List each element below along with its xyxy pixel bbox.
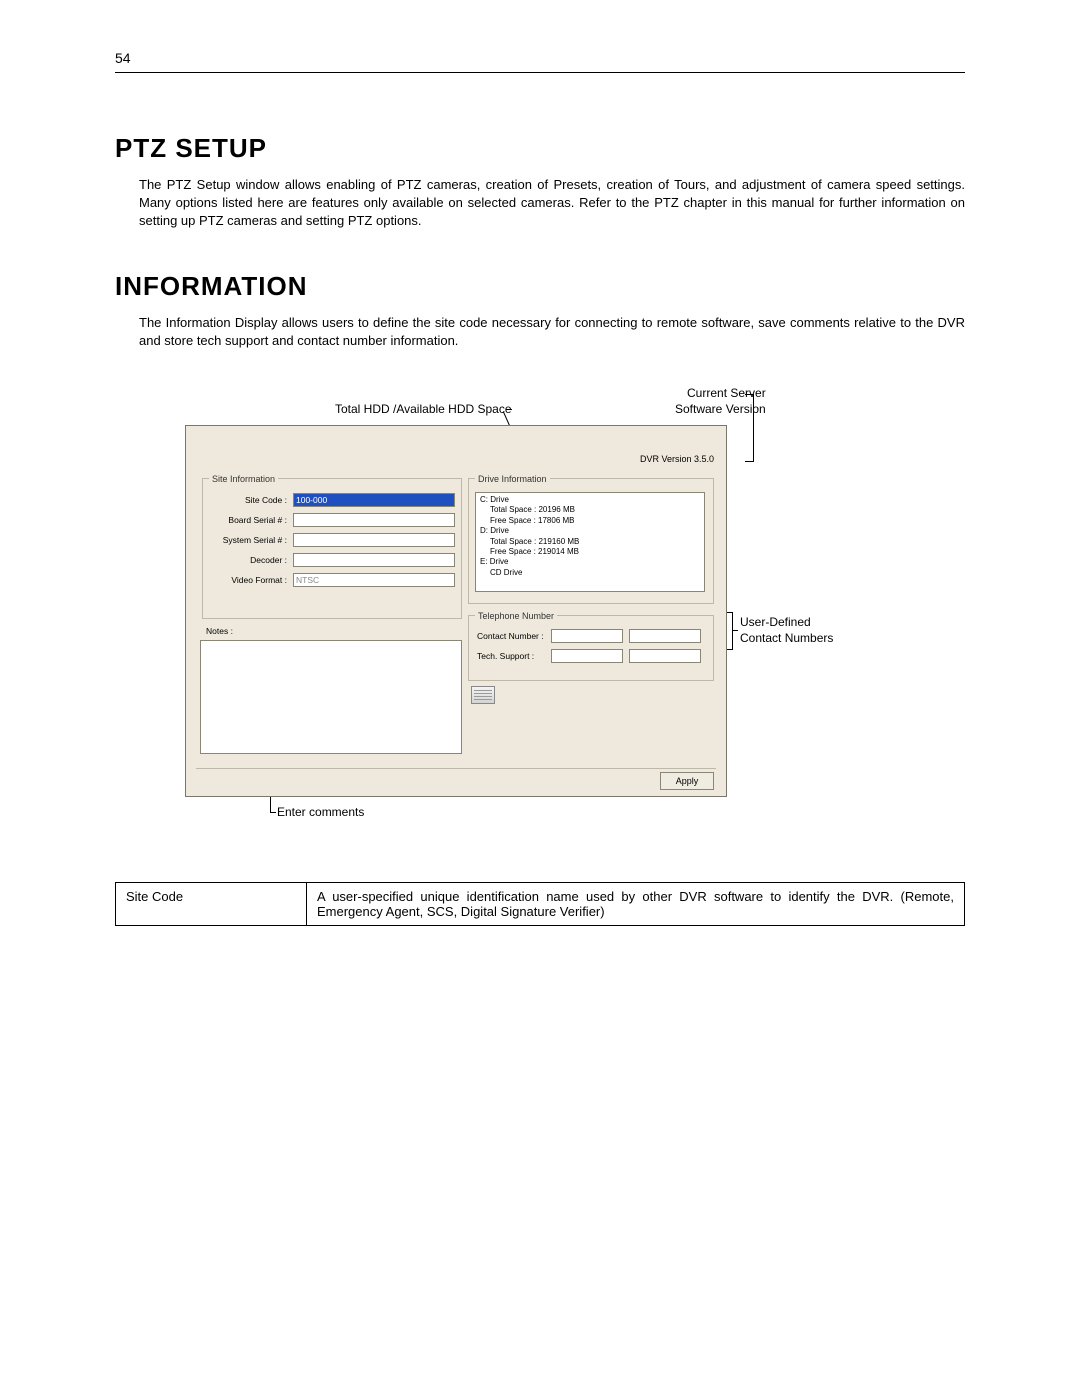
drive-line: Total Space : 20196 MB	[480, 505, 700, 515]
drive-information-legend: Drive Information	[475, 474, 550, 484]
drive-list: C: Drive Total Space : 20196 MB Free Spa…	[475, 492, 705, 592]
callout-line	[506, 409, 512, 410]
callout-contacts: User-Defined Contact Numbers	[740, 615, 833, 646]
video-format-input[interactable]	[293, 573, 455, 587]
drive-line: D: Drive	[480, 526, 700, 536]
keyboard-icon[interactable]	[471, 686, 495, 704]
notes-label: Notes :	[206, 626, 233, 636]
site-information-legend: Site Information	[209, 474, 278, 484]
site-information-group: Site Information Site Code : Board Seria…	[202, 474, 462, 619]
drive-line: Free Space : 219014 MB	[480, 547, 700, 557]
information-dialog: DVR Version 3.5.0 Site Information Site …	[185, 425, 727, 797]
ptz-body: The PTZ Setup window allows enabling of …	[139, 176, 965, 231]
tech-support-label: Tech. Support :	[475, 651, 551, 661]
notes-textarea[interactable]	[200, 640, 462, 754]
drive-information-group: Drive Information C: Drive Total Space :…	[468, 474, 714, 604]
callout-comments: Enter comments	[277, 805, 364, 821]
decoder-label: Decoder :	[209, 555, 293, 565]
tech-support-input-2[interactable]	[629, 649, 701, 663]
contact-number-label: Contact Number :	[475, 631, 551, 641]
board-serial-label: Board Serial # :	[209, 515, 293, 525]
page-number: 54	[115, 50, 965, 66]
telephone-legend: Telephone Number	[475, 611, 557, 621]
system-serial-input[interactable]	[293, 533, 455, 547]
info-heading: INFORMATION	[115, 271, 965, 302]
ptz-heading: PTZ SETUP	[115, 133, 965, 164]
dvr-version-label: DVR Version 3.5.0	[640, 454, 714, 464]
information-figure: Total HDD /Available HDD Space Current S…	[175, 390, 935, 830]
definition-cell: A user-specified unique identification n…	[307, 882, 965, 925]
term-cell: Site Code	[116, 882, 307, 925]
site-code-input[interactable]	[293, 493, 455, 507]
apply-button[interactable]: Apply	[660, 772, 714, 790]
callout-bracket	[745, 394, 754, 462]
decoder-input[interactable]	[293, 553, 455, 567]
drive-line: Free Space : 17806 MB	[480, 516, 700, 526]
system-serial-label: System Serial # :	[209, 535, 293, 545]
table-row: Site Code A user-specified unique identi…	[116, 882, 965, 925]
telephone-group: Telephone Number Contact Number : Tech. …	[468, 611, 714, 681]
header-divider	[115, 72, 965, 73]
board-serial-input[interactable]	[293, 513, 455, 527]
drive-line: CD Drive	[480, 568, 700, 578]
drive-line: C: Drive	[480, 495, 700, 505]
video-format-label: Video Format :	[209, 575, 293, 585]
drive-line: Total Space : 219160 MB	[480, 537, 700, 547]
callout-line	[270, 812, 276, 813]
dialog-divider	[196, 768, 716, 769]
callout-line	[732, 630, 738, 631]
contact-number-input-2[interactable]	[629, 629, 701, 643]
contact-number-input-1[interactable]	[551, 629, 623, 643]
definition-table: Site Code A user-specified unique identi…	[115, 882, 965, 926]
drive-line: E: Drive	[480, 557, 700, 567]
callout-hdd: Total HDD /Available HDD Space	[335, 402, 512, 418]
tech-support-input-1[interactable]	[551, 649, 623, 663]
site-code-label: Site Code :	[209, 495, 293, 505]
info-body: The Information Display allows users to …	[139, 314, 965, 350]
